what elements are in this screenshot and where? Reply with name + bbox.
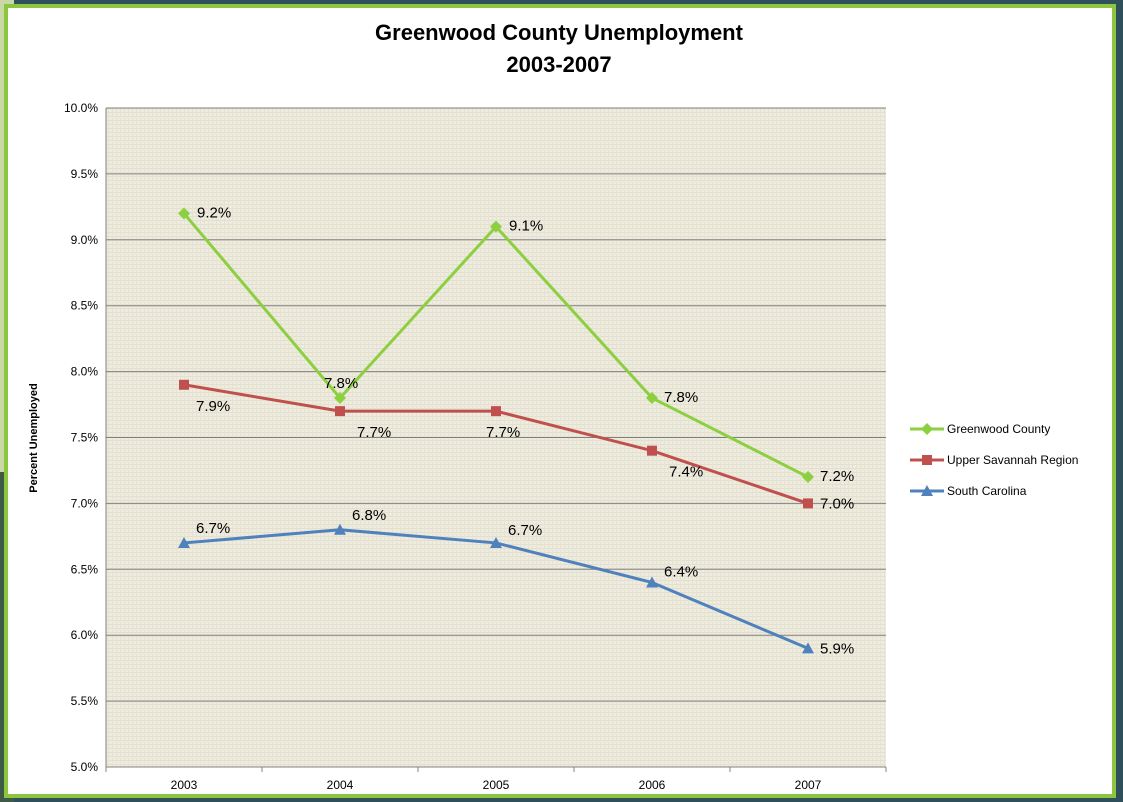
y-tick-label: 6.5% <box>71 562 99 576</box>
y-tick-label: 5.0% <box>71 760 99 774</box>
data-label-upper-savannah-region: 7.0% <box>820 495 854 512</box>
data-point-greenwood-county <box>802 471 814 484</box>
data-point-south-carolina <box>646 576 658 588</box>
chart-frame: Greenwood County Unemployment 2003-2007 … <box>4 4 1116 798</box>
data-point-south-carolina <box>334 523 346 535</box>
data-point-south-carolina <box>490 536 502 548</box>
x-tick-label: 2007 <box>795 778 822 792</box>
data-label-south-carolina: 6.7% <box>196 520 230 537</box>
data-point-south-carolina <box>802 642 814 654</box>
chart-subtitle: 2003-2007 <box>506 52 611 77</box>
data-point-greenwood-county <box>490 220 502 233</box>
data-point-upper-savannah-region <box>179 379 189 390</box>
data-label-south-carolina: 5.9% <box>820 640 854 657</box>
x-tick-label: 2004 <box>327 778 354 792</box>
data-label-upper-savannah-region: 7.7% <box>486 424 520 441</box>
legend-marker-upper-savannah-region <box>922 455 932 465</box>
data-point-greenwood-county <box>334 391 346 404</box>
x-tick-label: 2006 <box>639 778 666 792</box>
y-tick-label: 7.0% <box>71 496 99 510</box>
data-label-south-carolina: 6.4% <box>664 563 698 580</box>
legend-label-upper-savannah-region: Upper Savannah Region <box>947 453 1078 467</box>
y-tick-label: 8.5% <box>71 299 99 313</box>
y-tick-label: 9.5% <box>71 167 99 181</box>
chart-title: Greenwood County Unemployment <box>375 20 744 45</box>
y-tick-label: 8.0% <box>71 365 99 379</box>
legend-label-south-carolina: South Carolina <box>947 484 1027 498</box>
data-point-upper-savannah-region <box>335 406 345 417</box>
x-tick-label: 2003 <box>171 778 198 792</box>
data-point-upper-savannah-region <box>803 498 813 509</box>
data-label-south-carolina: 6.8% <box>352 507 386 524</box>
data-label-greenwood-county: 7.2% <box>820 468 854 485</box>
data-label-upper-savannah-region: 7.4% <box>669 464 703 481</box>
data-point-south-carolina <box>178 536 190 548</box>
data-point-greenwood-county <box>178 207 190 220</box>
x-tick-label: 2005 <box>483 778 510 792</box>
data-label-south-carolina: 6.7% <box>508 522 542 539</box>
legend: Greenwood County Upper Savannah Region Sou… <box>910 422 1078 498</box>
legend-label-greenwood-county: Greenwood County <box>947 422 1050 436</box>
legend-marker-greenwood-county <box>921 423 933 435</box>
data-point-upper-savannah-region <box>491 406 501 417</box>
data-label-upper-savannah-region: 7.9% <box>196 398 230 415</box>
data-label-greenwood-county: 7.8% <box>664 389 698 406</box>
y-axis-label: Percent Unemployed <box>28 383 40 492</box>
data-point-greenwood-county <box>646 391 658 404</box>
data-label-greenwood-county: 9.1% <box>509 218 543 235</box>
data-label-upper-savannah-region: 7.7% <box>357 424 391 441</box>
y-tick-label: 5.5% <box>71 694 99 708</box>
data-label-greenwood-county: 7.8% <box>324 375 358 392</box>
data-label-greenwood-county: 9.2% <box>197 204 231 221</box>
y-tick-label: 7.5% <box>71 431 99 445</box>
y-tick-label: 6.0% <box>71 628 99 642</box>
legend-marker-south-carolina <box>921 485 933 496</box>
y-tick-label: 10.0% <box>64 101 98 115</box>
y-tick-label: 9.0% <box>71 233 99 247</box>
line-chart: Greenwood County Unemployment 2003-2007 … <box>28 20 1078 792</box>
data-point-upper-savannah-region <box>647 445 657 456</box>
